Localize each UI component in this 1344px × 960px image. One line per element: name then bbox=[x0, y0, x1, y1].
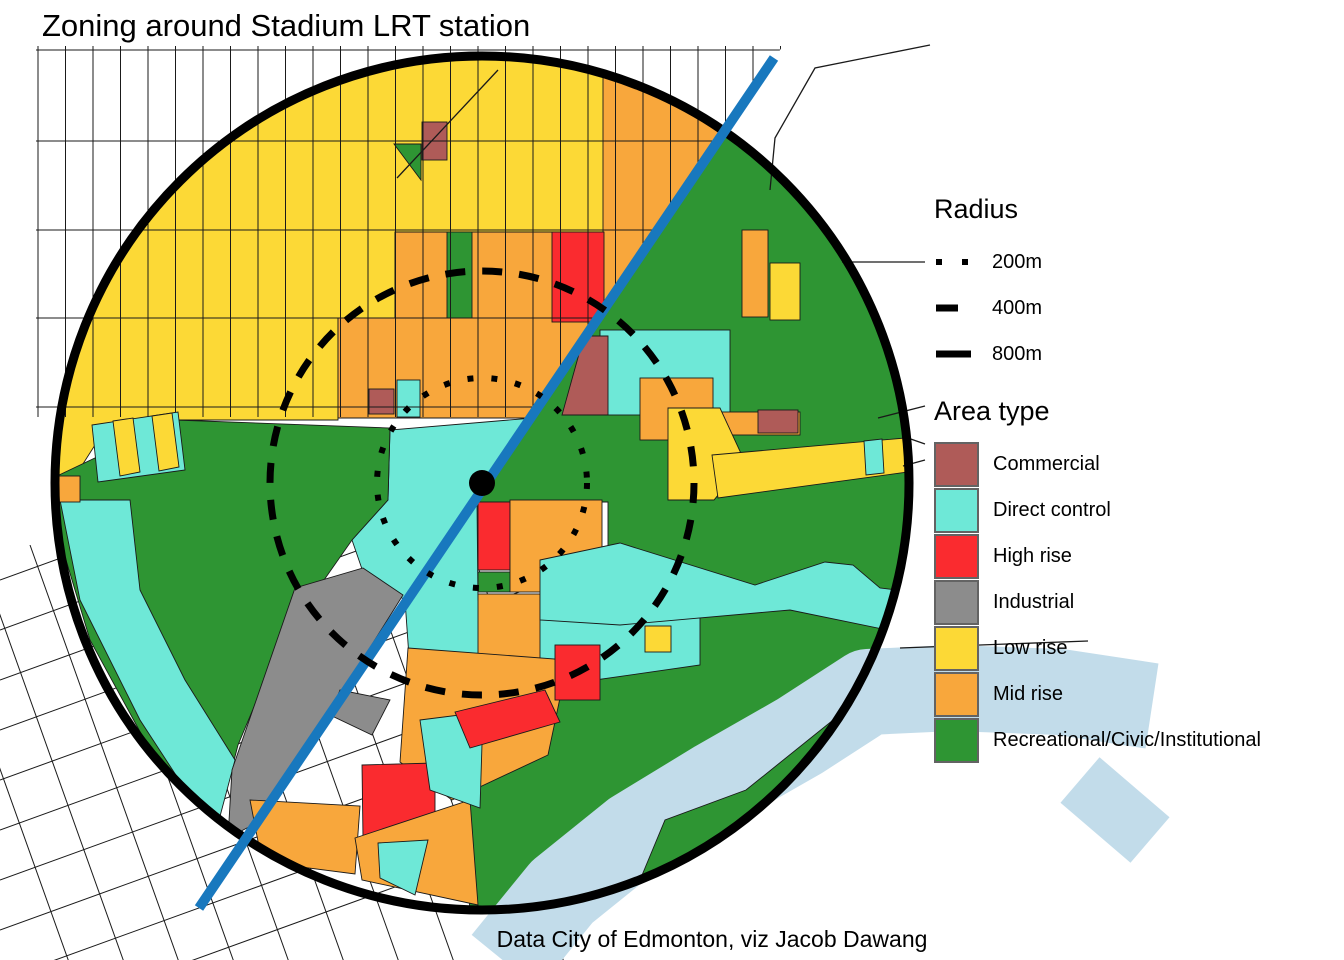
data-credit-caption: Data City of Edmonton, viz Jacob Dawang bbox=[496, 926, 928, 952]
zone-commercial-2 bbox=[368, 388, 395, 415]
zone-highrise-bot2 bbox=[454, 689, 561, 749]
zone-directcontrol-n bbox=[396, 379, 421, 418]
radius-800m-circle bbox=[50, 51, 914, 915]
page-title: Zoning around Stadium LRT station bbox=[42, 8, 531, 43]
area-color-swatch bbox=[934, 579, 979, 625]
area-type-label: Mid rise bbox=[993, 682, 1064, 705]
area-type-label: Commercial bbox=[993, 452, 1100, 475]
radius-legend-item-800m: 800m bbox=[934, 331, 1042, 377]
area-type-legend: Area type Commercial Direct control High r… bbox=[934, 396, 1261, 763]
zone-rec-triangle bbox=[393, 143, 422, 182]
zone-commercial-3 bbox=[561, 335, 609, 416]
area-type-legend-item: Recreational/Civic/Institutional bbox=[934, 717, 1261, 763]
area-type-label: Low rise bbox=[993, 636, 1068, 659]
area-color-swatch bbox=[934, 671, 979, 717]
zone-directcontrol-notch bbox=[863, 438, 885, 476]
area-type-legend-item: Commercial bbox=[934, 441, 1261, 487]
area-color-swatch bbox=[934, 533, 979, 579]
river bbox=[471, 645, 1170, 960]
area-type-label: Recreational/Civic/Institutional bbox=[993, 728, 1261, 751]
area-type-legend-item: Direct control bbox=[934, 487, 1261, 533]
area-color-swatch bbox=[934, 487, 979, 533]
zone-highrise-c1 bbox=[477, 501, 511, 571]
area-color-swatch bbox=[934, 441, 979, 487]
area-type-label: High rise bbox=[993, 544, 1072, 567]
radius-legend: Radius 200m 400m 800m bbox=[934, 194, 1042, 377]
radius-legend-label: 200m bbox=[992, 250, 1043, 273]
river-channel bbox=[1060, 757, 1170, 863]
area-type-legend-item: Mid rise bbox=[934, 671, 1261, 717]
river-channel bbox=[471, 645, 1159, 960]
radius-dashed-line-icon bbox=[934, 302, 992, 314]
zone-commercial-4 bbox=[757, 409, 799, 434]
zone-rec-c1 bbox=[477, 571, 511, 593]
zone-lowrise-strip2 bbox=[151, 412, 180, 472]
radius-legend-item-400m: 400m bbox=[934, 285, 1042, 331]
zone-lowrise-strip1 bbox=[112, 417, 141, 477]
zone-lowrise-e1 bbox=[769, 262, 801, 321]
zone-directcontrol-bot2 bbox=[377, 839, 429, 896]
area-type-label: Industrial bbox=[993, 590, 1075, 613]
radius-legend-item-200m: 200m bbox=[934, 239, 1042, 285]
area-color-swatch bbox=[934, 625, 979, 671]
radius-solid-line-icon bbox=[934, 348, 992, 360]
radius-200m-circle bbox=[374, 375, 590, 591]
zone-lowrise-se bbox=[644, 625, 672, 653]
zone-midrise-e2 bbox=[741, 229, 769, 318]
area-type-legend-item: High rise bbox=[934, 533, 1261, 579]
zone-directcontrol-se-band bbox=[539, 542, 898, 633]
zone-midrise-c2 bbox=[477, 593, 541, 661]
area-color-swatch bbox=[934, 717, 979, 763]
radius-dotted-line-icon bbox=[934, 256, 992, 268]
radius-legend-label: 400m bbox=[992, 296, 1043, 319]
station-marker bbox=[469, 470, 495, 496]
radius-legend-rows: 200m 400m 800m bbox=[934, 239, 1042, 377]
area-type-legend-item: Industrial bbox=[934, 579, 1261, 625]
area-type-legend-title: Area type bbox=[934, 396, 1050, 426]
area-type-label: Direct control bbox=[993, 498, 1111, 521]
area-type-legend-rows: Commercial Direct control High rise Industr… bbox=[934, 441, 1261, 763]
radius-legend-title: Radius bbox=[934, 194, 1019, 224]
area-type-legend-item: Low rise bbox=[934, 625, 1261, 671]
radius-400m-circle bbox=[266, 267, 698, 699]
radius-legend-label: 800m bbox=[992, 342, 1043, 365]
